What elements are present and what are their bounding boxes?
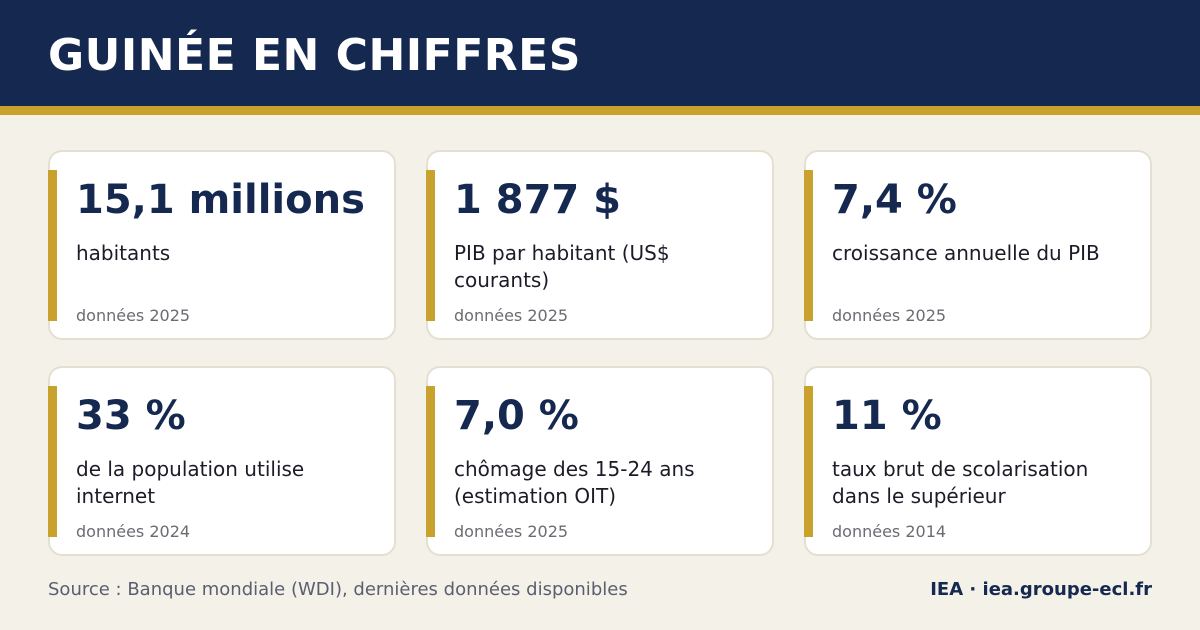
gold-divider	[0, 106, 1200, 115]
stat-year: données 2025	[454, 522, 569, 541]
stat-year: données 2024	[76, 522, 191, 541]
stat-label: de la population utilise internet	[76, 457, 305, 508]
stat-value: 15,1 millions	[76, 177, 365, 223]
page-title: GUINÉE EN CHIFFRES	[48, 30, 581, 81]
stat-label: habitants	[76, 241, 171, 265]
stat-label: chômage des 15-24 ans (estimation OIT)	[454, 457, 695, 508]
stat-value: 1 877 $	[454, 177, 622, 223]
stat-label: croissance annuelle du PIB	[832, 241, 1100, 265]
stat-card-gdp-growth: 7,4 % croissance annuelle du PIB données…	[804, 150, 1152, 340]
stat-card-internet: 33 % de la population utilise internet d…	[48, 366, 396, 556]
card-accent-bar	[804, 170, 813, 321]
stat-year: données 2014	[832, 522, 947, 541]
header-banner: GUINÉE EN CHIFFRES	[0, 0, 1200, 106]
card-accent-bar	[48, 386, 57, 537]
stat-year: données 2025	[454, 306, 569, 325]
card-accent-bar	[48, 170, 57, 321]
stat-card-population: 15,1 millions habitants données 2025	[48, 150, 396, 340]
stat-value: 7,0 %	[454, 393, 579, 439]
stat-value: 7,4 %	[832, 177, 957, 223]
source-note: Source : Banque mondiale (WDI), dernière…	[48, 579, 628, 600]
brand-credit: IEA · iea.groupe-ecl.fr	[930, 579, 1152, 600]
card-accent-bar	[426, 170, 435, 321]
stat-card-tertiary-enrollment: 11 % taux brut de scolarisation dans le …	[804, 366, 1152, 556]
stat-label: taux brut de scolarisation dans le supér…	[832, 457, 1089, 508]
stat-value: 11 %	[832, 393, 942, 439]
stat-label: PIB par habitant (US$ courants)	[454, 241, 670, 292]
card-accent-bar	[804, 386, 813, 537]
stat-year: données 2025	[76, 306, 191, 325]
stat-value: 33 %	[76, 393, 186, 439]
stat-card-youth-unemployment: 7,0 % chômage des 15-24 ans (estimation …	[426, 366, 774, 556]
card-accent-bar	[426, 386, 435, 537]
stat-year: données 2025	[832, 306, 947, 325]
stat-card-gdp-per-capita: 1 877 $ PIB par habitant (US$ courants) …	[426, 150, 774, 340]
